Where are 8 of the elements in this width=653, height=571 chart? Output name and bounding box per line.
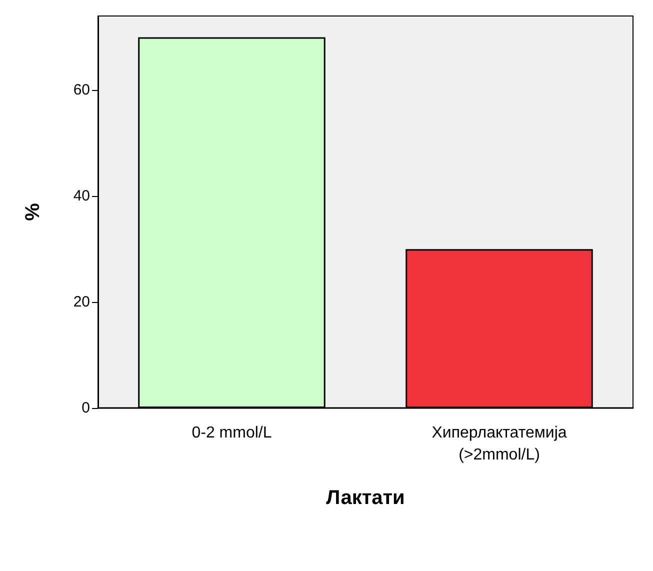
x-tick-label: Хиперлактатемија (>2mmol/L) <box>432 424 567 464</box>
x-tick-label: 0-2 mmol/L <box>192 424 272 442</box>
y-tick-label: 20 <box>73 294 90 311</box>
y-axis-title: % <box>22 202 44 221</box>
y-tick-label: 0 <box>82 400 90 416</box>
y-tick-label: 60 <box>73 82 90 99</box>
x-axis-title: Лактати <box>326 487 405 509</box>
y-tick-label: 40 <box>73 188 90 205</box>
